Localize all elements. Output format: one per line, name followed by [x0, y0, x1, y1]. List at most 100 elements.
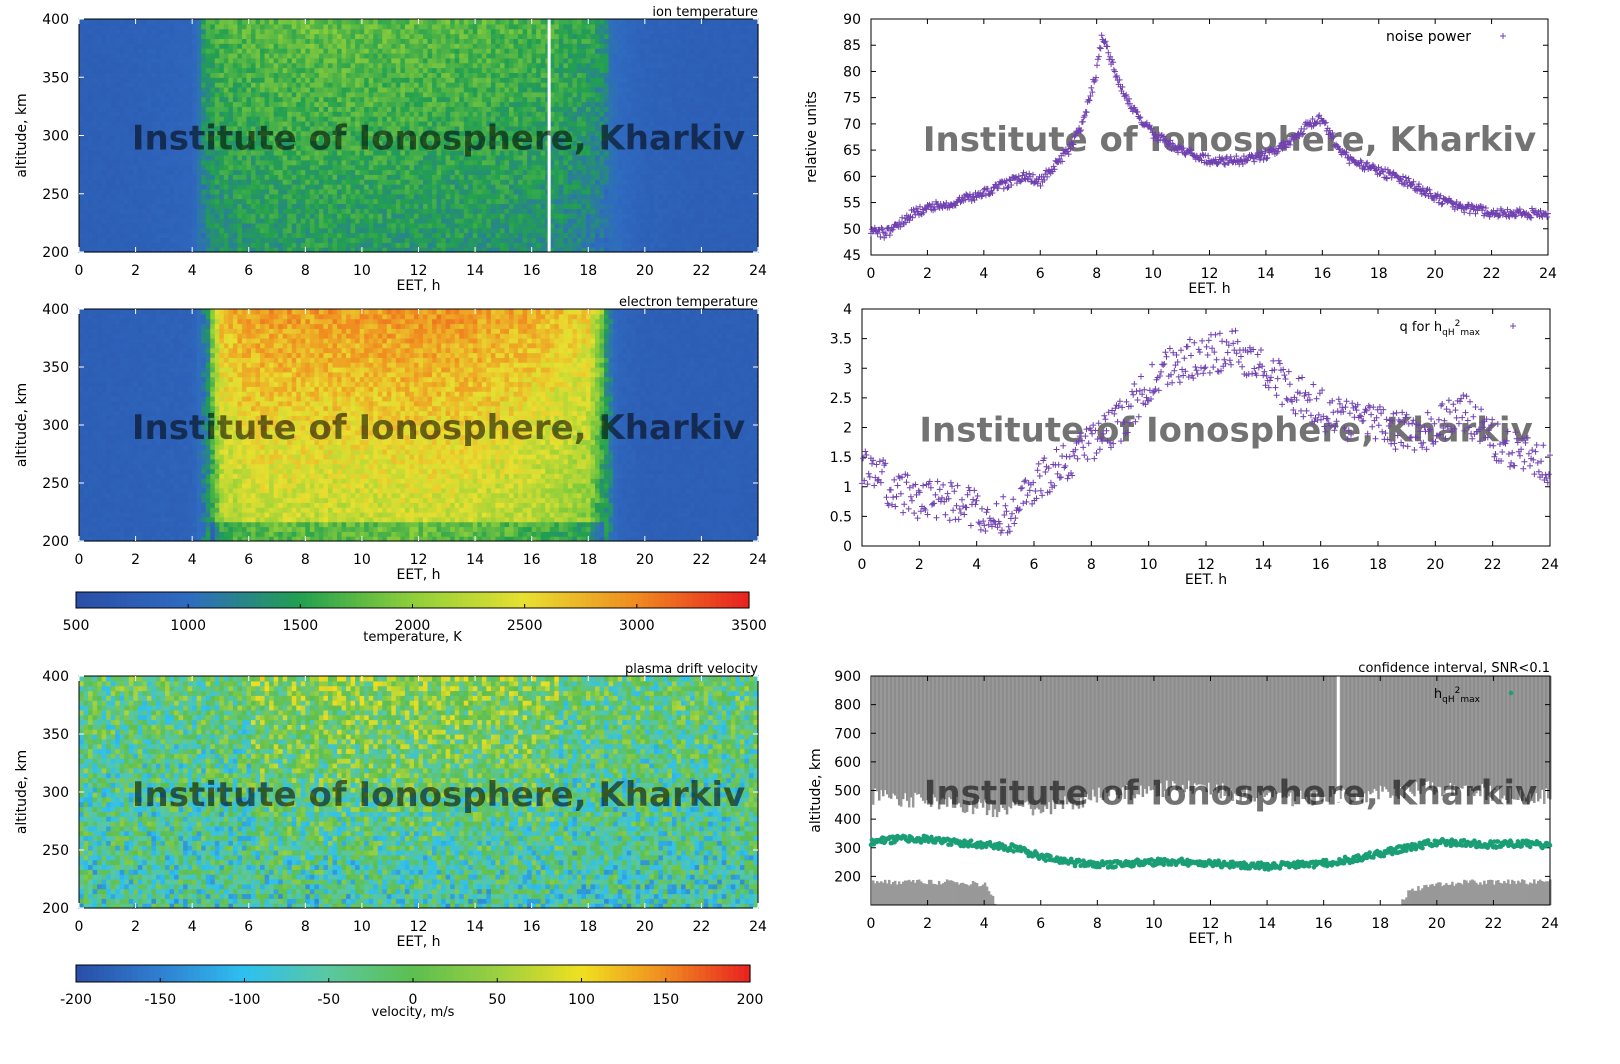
- heat-cell: [287, 77, 292, 82]
- heat-cell: [201, 72, 206, 77]
- heat-cell: [79, 242, 84, 247]
- heat-cell: [287, 87, 292, 92]
- heat-cell: [129, 63, 134, 68]
- heat-cell: [120, 68, 125, 73]
- heat-cell: [260, 233, 265, 238]
- heat-cell: [151, 160, 156, 165]
- heat-cell: [88, 233, 93, 238]
- heat-cell: [246, 106, 251, 111]
- heat-cell: [296, 218, 301, 223]
- heat-cell: [287, 237, 292, 242]
- heat-cell: [265, 19, 270, 24]
- heat-cell: [147, 223, 152, 228]
- heat-cell: [287, 106, 292, 111]
- heat-cell: [111, 97, 116, 102]
- heat-cell: [292, 194, 297, 199]
- heat-cell: [133, 48, 138, 53]
- heat-cell: [197, 169, 202, 174]
- heat-cell: [228, 228, 233, 233]
- heat-cell: [256, 160, 261, 165]
- heat-cell: [147, 87, 152, 92]
- heat-cell: [188, 169, 193, 174]
- heat-cell: [142, 34, 147, 39]
- heat-cell: [160, 68, 165, 73]
- heat-cell: [206, 29, 211, 34]
- heat-cell: [224, 223, 229, 228]
- heat-cell: [287, 58, 292, 63]
- heat-cell: [174, 199, 179, 204]
- heat-cell: [124, 136, 129, 141]
- heat-cell: [224, 82, 229, 87]
- heat-cell: [120, 48, 125, 53]
- heat-cell: [183, 24, 188, 29]
- heat-cell: [160, 58, 165, 63]
- heat-cell: [283, 174, 288, 179]
- heat-cell: [133, 179, 138, 184]
- heat-cell: [174, 43, 179, 48]
- heat-cell: [129, 72, 134, 77]
- heat-cell: [79, 111, 84, 116]
- heat-cell: [170, 38, 175, 43]
- heat-cell: [160, 169, 165, 174]
- heat-cell: [147, 242, 152, 247]
- heat-cell: [133, 223, 138, 228]
- heat-cell: [228, 199, 233, 204]
- heat-cell: [233, 53, 238, 58]
- heat-cell: [151, 174, 156, 179]
- heat-cell: [206, 34, 211, 39]
- heat-cell: [93, 19, 98, 24]
- heat-cell: [129, 203, 134, 208]
- heat-cell: [296, 208, 301, 213]
- heat-cell: [292, 72, 297, 77]
- heat-cell: [79, 199, 84, 204]
- heat-cell: [233, 194, 238, 199]
- heat-cell: [228, 174, 233, 179]
- heat-cell: [206, 68, 211, 73]
- heat-cell: [147, 58, 152, 63]
- heat-cell: [242, 68, 247, 73]
- heat-cell: [219, 82, 224, 87]
- heat-cell: [292, 237, 297, 242]
- heat-cell: [102, 111, 107, 116]
- heat-cell: [197, 228, 202, 233]
- heat-cell: [296, 189, 301, 194]
- heat-cell: [138, 77, 143, 82]
- heat-cell: [206, 19, 211, 24]
- heat-cell: [278, 24, 283, 29]
- heat-cell: [111, 189, 116, 194]
- heat-cell: [233, 87, 238, 92]
- heat-cell: [201, 48, 206, 53]
- heat-cell: [111, 145, 116, 150]
- heat-cell: [246, 92, 251, 97]
- heat-cell: [179, 53, 184, 58]
- heat-cell: [206, 194, 211, 199]
- heat-cell: [283, 169, 288, 174]
- heat-cell: [142, 179, 147, 184]
- heat-cell: [206, 43, 211, 48]
- heat-cell: [219, 184, 224, 189]
- heat-cell: [97, 24, 102, 29]
- heat-cell: [138, 87, 143, 92]
- heat-cell: [292, 174, 297, 179]
- heat-cell: [133, 43, 138, 48]
- heat-cell: [88, 102, 93, 107]
- heat-cell: [256, 19, 261, 24]
- heat-cell: [278, 87, 283, 92]
- heat-cell: [283, 184, 288, 189]
- heat-cell: [219, 160, 224, 165]
- heat-cell: [84, 106, 89, 111]
- heat-cell: [183, 233, 188, 238]
- heat-cell: [165, 92, 170, 97]
- heat-cell: [269, 24, 274, 29]
- heat-cell: [292, 29, 297, 34]
- heat-cell: [147, 43, 152, 48]
- heat-cell: [219, 189, 224, 194]
- heat-cell: [283, 237, 288, 242]
- heat-cell: [215, 68, 220, 73]
- heat-cell: [296, 174, 301, 179]
- heat-cell: [97, 82, 102, 87]
- heat-cell: [97, 203, 102, 208]
- heat-cell: [242, 111, 247, 116]
- heat-cell: [124, 165, 129, 170]
- heat-cell: [188, 29, 193, 34]
